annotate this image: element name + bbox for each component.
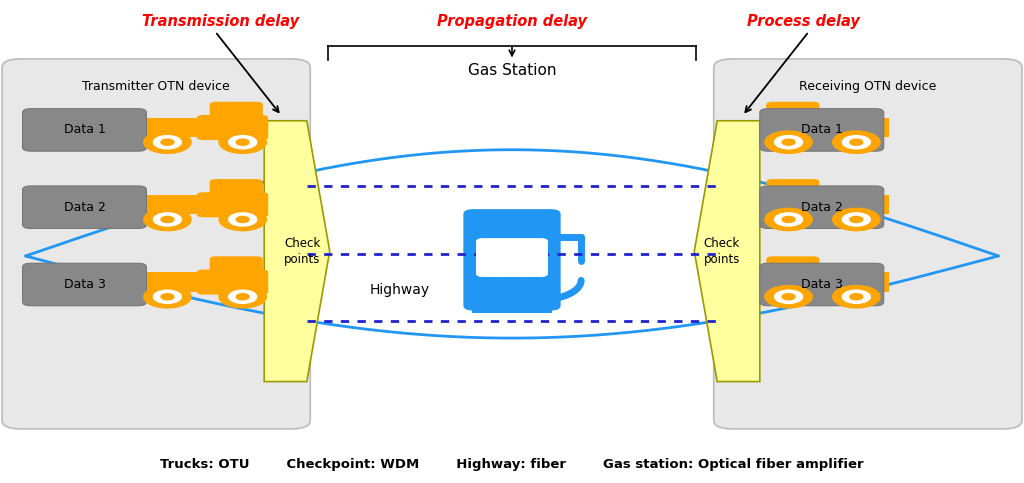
Polygon shape	[264, 121, 330, 382]
Bar	[140, 195, 203, 214]
Circle shape	[843, 213, 870, 226]
FancyBboxPatch shape	[760, 263, 884, 306]
FancyBboxPatch shape	[197, 270, 268, 295]
Circle shape	[143, 285, 191, 308]
Circle shape	[219, 285, 266, 308]
Circle shape	[765, 285, 812, 308]
Bar	[826, 195, 889, 214]
FancyBboxPatch shape	[761, 270, 833, 295]
FancyBboxPatch shape	[210, 102, 263, 122]
Circle shape	[782, 139, 795, 145]
Circle shape	[228, 136, 257, 149]
FancyBboxPatch shape	[197, 115, 268, 140]
Circle shape	[143, 208, 191, 231]
Bar	[826, 272, 889, 292]
FancyBboxPatch shape	[463, 209, 561, 311]
FancyBboxPatch shape	[210, 179, 263, 199]
Circle shape	[782, 216, 795, 223]
Circle shape	[850, 139, 863, 145]
Circle shape	[228, 213, 257, 226]
Circle shape	[161, 139, 174, 145]
FancyBboxPatch shape	[761, 115, 833, 140]
Circle shape	[774, 136, 803, 149]
FancyBboxPatch shape	[760, 109, 884, 151]
FancyBboxPatch shape	[766, 102, 819, 122]
FancyBboxPatch shape	[23, 186, 146, 228]
FancyBboxPatch shape	[23, 109, 146, 151]
Text: Data 3: Data 3	[63, 278, 105, 291]
Circle shape	[237, 139, 249, 145]
FancyBboxPatch shape	[761, 192, 833, 217]
Text: Data 2: Data 2	[801, 201, 843, 213]
Circle shape	[765, 208, 812, 231]
Circle shape	[833, 131, 880, 154]
Bar	[826, 118, 889, 137]
Circle shape	[774, 213, 803, 226]
Circle shape	[228, 290, 257, 303]
FancyBboxPatch shape	[507, 278, 532, 295]
Circle shape	[237, 294, 249, 300]
Circle shape	[843, 290, 870, 303]
Circle shape	[143, 131, 191, 154]
Bar	[140, 118, 203, 137]
Text: Data 2: Data 2	[63, 201, 105, 213]
FancyBboxPatch shape	[197, 192, 268, 217]
FancyBboxPatch shape	[766, 256, 819, 276]
FancyBboxPatch shape	[210, 256, 263, 276]
Text: Propagation delay: Propagation delay	[437, 14, 587, 29]
FancyBboxPatch shape	[476, 238, 548, 277]
Circle shape	[154, 290, 181, 303]
Text: Gas Station: Gas Station	[468, 62, 556, 78]
Text: Transmission delay: Transmission delay	[141, 14, 299, 29]
Bar	[472, 306, 552, 313]
Circle shape	[843, 136, 870, 149]
Text: Highway: Highway	[370, 283, 429, 297]
Circle shape	[774, 290, 803, 303]
Circle shape	[237, 216, 249, 223]
Text: Check
points: Check points	[703, 237, 740, 266]
Text: Receiving OTN device: Receiving OTN device	[799, 80, 937, 93]
Circle shape	[219, 208, 266, 231]
FancyBboxPatch shape	[766, 179, 819, 199]
Text: Transmitter OTN device: Transmitter OTN device	[82, 80, 230, 93]
Circle shape	[833, 208, 880, 231]
Text: Process delay: Process delay	[748, 14, 860, 29]
FancyBboxPatch shape	[760, 186, 884, 228]
Circle shape	[833, 285, 880, 308]
Text: Data 1: Data 1	[63, 124, 105, 136]
Text: Data 1: Data 1	[801, 124, 843, 136]
Text: Data 3: Data 3	[801, 278, 843, 291]
Circle shape	[154, 213, 181, 226]
Circle shape	[765, 131, 812, 154]
Circle shape	[219, 131, 266, 154]
Text: Trucks: OTU        Checkpoint: WDM        Highway: fiber        Gas station: Opt: Trucks: OTU Checkpoint: WDM Highway: fib…	[160, 458, 864, 471]
Circle shape	[161, 216, 174, 223]
Circle shape	[850, 294, 863, 300]
Circle shape	[850, 216, 863, 223]
Circle shape	[782, 294, 795, 300]
Circle shape	[161, 294, 174, 300]
FancyBboxPatch shape	[714, 59, 1022, 429]
Bar	[140, 272, 203, 292]
Circle shape	[154, 136, 181, 149]
Text: Check
points: Check points	[284, 237, 321, 266]
FancyBboxPatch shape	[2, 59, 310, 429]
Polygon shape	[694, 121, 760, 382]
FancyBboxPatch shape	[23, 263, 146, 306]
